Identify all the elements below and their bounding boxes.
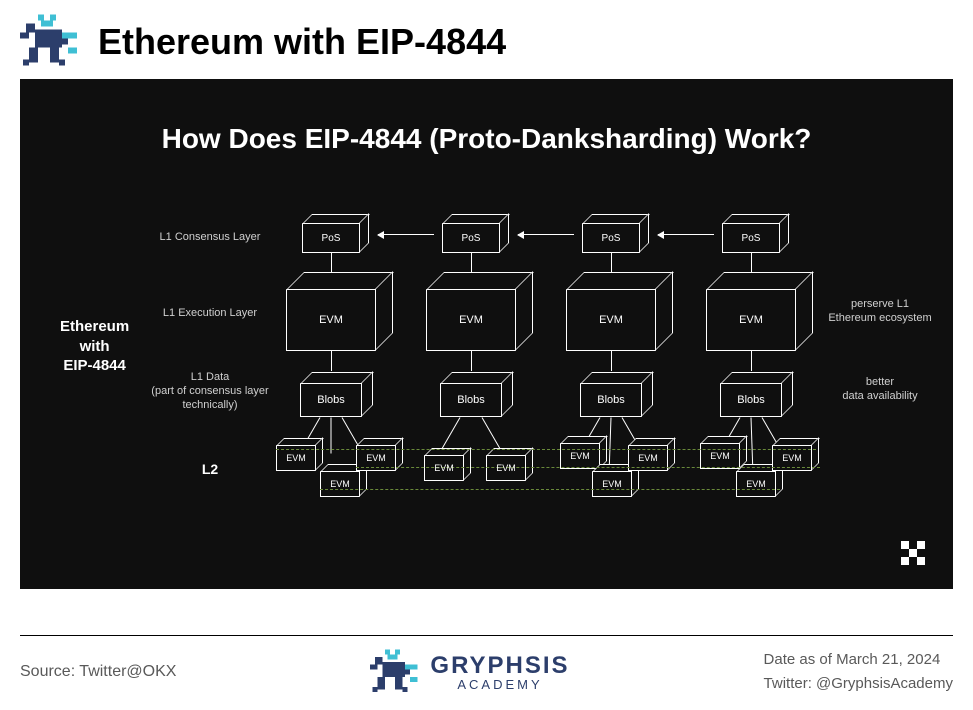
footer-meta: Date as of March 21, 2024 Twitter: @Gryp… (764, 648, 953, 696)
figure-title: How Does EIP-4844 (Proto-Danksharding) W… (20, 123, 953, 155)
dashed-3 (356, 467, 820, 468)
gryphsis-footer-logo-icon (370, 649, 420, 695)
row-label-consensus: L1 Consensus Layer (150, 231, 270, 245)
vline-eb-2 (471, 351, 472, 371)
brand-name: GRYPHSIS (430, 653, 569, 678)
row-label-execution: L1 Execution Layer (150, 307, 270, 321)
blobs-box-2: Blobs (440, 383, 502, 417)
left-main-label-l1: Ethereum (60, 318, 129, 335)
vline-eb-1 (331, 351, 332, 371)
vline-pe-4 (751, 253, 752, 273)
l2-box-4a: EVM (700, 443, 740, 469)
dashed-1 (276, 449, 816, 450)
arrow-pos-2 (518, 234, 574, 235)
l2-box-1b: EVM (320, 471, 360, 497)
arrow-pos-3 (658, 234, 714, 235)
blobs-box-3: Blobs (580, 383, 642, 417)
left-main-label-l2: with (80, 338, 110, 355)
footer: Source: Twitter@OKX GRYPHSIS ACADEMY Dat… (20, 635, 953, 696)
dashed-2 (320, 489, 780, 490)
blobs-box-4: Blobs (720, 383, 782, 417)
pos-box-4: PoS (722, 223, 780, 253)
left-main-label-l3: EIP-4844 (63, 357, 126, 374)
vline-eb-3 (611, 351, 612, 371)
l2-box-4b: EVM (736, 471, 776, 497)
brand-text: GRYPHSIS ACADEMY (430, 653, 569, 692)
right-note-blobs: better data availability (825, 375, 935, 404)
l2-box-2a: EVM (424, 455, 464, 481)
okx-logo-icon (901, 541, 925, 565)
vline-eb-4 (751, 351, 752, 371)
brand-sub: ACADEMY (430, 678, 569, 692)
footer-date: Date as of March 21, 2024 (764, 648, 953, 672)
page-title: Ethereum with EIP-4844 (98, 21, 506, 63)
evm-box-1: EVM (286, 289, 376, 351)
pos-box-1: PoS (302, 223, 360, 253)
gryphsis-logo-icon (20, 14, 80, 69)
arrow-pos-1 (378, 234, 434, 235)
vline-pe-3 (611, 253, 612, 273)
footer-twitter: Twitter: @GryphsisAcademy (764, 672, 953, 696)
row-label-data: L1 Data (part of consensus layer technic… (150, 371, 270, 412)
l2-box-2b: EVM (486, 455, 526, 481)
footer-source: Source: Twitter@OKX (20, 663, 176, 681)
blobs-box-1: Blobs (300, 383, 362, 417)
left-main-label: Ethereum with EIP-4844 (60, 317, 129, 376)
row-label-l2: L2 (150, 461, 270, 479)
pos-box-2: PoS (442, 223, 500, 253)
evm-box-3: EVM (566, 289, 656, 351)
vline-pe-2 (471, 253, 472, 273)
figure-container: How Does EIP-4844 (Proto-Danksharding) W… (0, 79, 973, 589)
evm-box-4: EVM (706, 289, 796, 351)
right-note-evm: perserve L1 Ethereum ecosystem (825, 297, 935, 326)
pos-box-3: PoS (582, 223, 640, 253)
vline-pe-1 (331, 253, 332, 273)
l2-box-3b: EVM (592, 471, 632, 497)
header: Ethereum with EIP-4844 (0, 0, 973, 79)
evm-box-2: EVM (426, 289, 516, 351)
footer-brand: GRYPHSIS ACADEMY (370, 649, 569, 695)
l2-box-3a: EVM (560, 443, 600, 469)
eip4844-diagram: How Does EIP-4844 (Proto-Danksharding) W… (20, 79, 953, 589)
